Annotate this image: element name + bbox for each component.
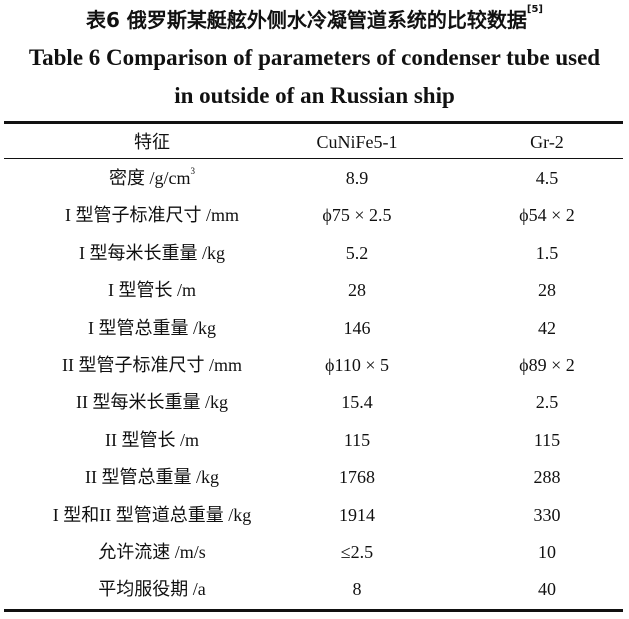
- cell-cunife: 28: [348, 280, 366, 301]
- cell-feature: I 型和II 型管道总重量 /kg: [52, 504, 252, 525]
- table-row: I 型每米长重量 /kg 5.2 1.5: [0, 235, 629, 272]
- feature-text: 密度 /g/cm: [109, 168, 191, 188]
- cell-feature: I 型管总重量 /kg: [88, 317, 216, 338]
- table-row: 平均服役期 /a 8 40: [0, 571, 629, 608]
- cell-feature: II 型管子标准尺寸 /mm: [62, 355, 242, 375]
- cell-cunife: ϕ75 × 2.5: [322, 205, 392, 226]
- table-row: I 型管总重量 /kg 146 42: [0, 310, 629, 347]
- cell-gr2: 330: [533, 504, 561, 525]
- cell-cunife: 15.4: [341, 392, 373, 413]
- table-row: II 型管子标准尺寸 /mm ϕ110 × 5 ϕ89 × 2: [0, 347, 629, 384]
- cell-feature: I 型管子标准尺寸 /mm: [65, 205, 239, 226]
- caption-english-line2: in outside of an Russian ship: [174, 83, 455, 108]
- cell-cunife: 8: [352, 579, 362, 600]
- cell-cunife: ϕ110 × 5: [325, 355, 389, 375]
- table-row: 允许流速 /m/s ≤2.5 10: [0, 534, 629, 571]
- cell-gr2: ϕ89 × 2: [519, 355, 575, 375]
- cell-gr2: 10: [538, 542, 556, 562]
- header-gr2: Gr-2: [530, 132, 564, 152]
- cell-feature: II 型管总重量 /kg: [85, 467, 219, 488]
- cell-gr2: 115: [533, 429, 561, 450]
- cell-feature: I 型管长 /m: [108, 280, 196, 301]
- cell-cunife: 115: [343, 429, 371, 450]
- cell-gr2: 2.5: [535, 392, 559, 413]
- caption-chinese-text: 表6 俄罗斯某艇舷外侧水冷凝管道系统的比较数据: [86, 8, 527, 32]
- table-row: 密度 /g/cm3 8.9 4.5: [0, 160, 629, 197]
- caption-chinese: 表6 俄罗斯某艇舷外侧水冷凝管道系统的比较数据[5]: [0, 4, 629, 33]
- cell-gr2: ϕ54 × 2: [519, 205, 575, 226]
- header-feature: 特征: [134, 132, 170, 152]
- cell-cunife: 5.2: [345, 242, 369, 263]
- header-cunife: CuNiFe5-1: [316, 132, 398, 152]
- cell-feature: 密度 /g/cm3: [109, 160, 195, 197]
- caption-english-line1: Table 6 Comparison of parameters of cond…: [28, 45, 601, 70]
- table-row: I 型管长 /m 28 28: [0, 272, 629, 309]
- cell-gr2: 42: [538, 317, 556, 338]
- header-rule: [4, 158, 623, 159]
- table-row: II 型每米长重量 /kg 15.4 2.5: [0, 384, 629, 421]
- cell-feature: I 型每米长重量 /kg: [79, 242, 225, 263]
- cell-feature: 平均服役期 /a: [98, 579, 206, 600]
- cell-feature: II 型每米长重量 /kg: [76, 392, 228, 413]
- bottom-rule: [4, 609, 623, 612]
- table-row: II 型管总重量 /kg 1768 288: [0, 459, 629, 496]
- cell-feature: 允许流速 /m/s: [98, 542, 206, 562]
- table-row: I 型和II 型管道总重量 /kg 1914 330: [0, 497, 629, 534]
- cell-gr2: 40: [538, 579, 556, 600]
- cell-cunife: 146: [343, 317, 371, 338]
- cell-gr2: 4.5: [535, 168, 559, 188]
- cell-feature: II 型管长 /m: [105, 429, 199, 450]
- cell-cunife: 8.9: [345, 168, 369, 188]
- cell-cunife: ≤2.5: [340, 542, 374, 562]
- cell-gr2: 1.5: [535, 242, 559, 263]
- reference-marker: [5]: [526, 4, 543, 15]
- table-header-row: 特征 CuNiFe5-1 Gr-2: [0, 124, 629, 161]
- cell-gr2: 288: [533, 467, 561, 488]
- top-rule: [4, 121, 623, 124]
- cell-cunife: 1914: [339, 504, 375, 525]
- table-row: II 型管长 /m 115 115: [0, 422, 629, 459]
- table-row: I 型管子标准尺寸 /mm ϕ75 × 2.5 ϕ54 × 2: [0, 197, 629, 234]
- cell-gr2: 28: [538, 280, 556, 301]
- unit-superscript: 3: [190, 166, 196, 176]
- cell-cunife: 1768: [339, 467, 375, 488]
